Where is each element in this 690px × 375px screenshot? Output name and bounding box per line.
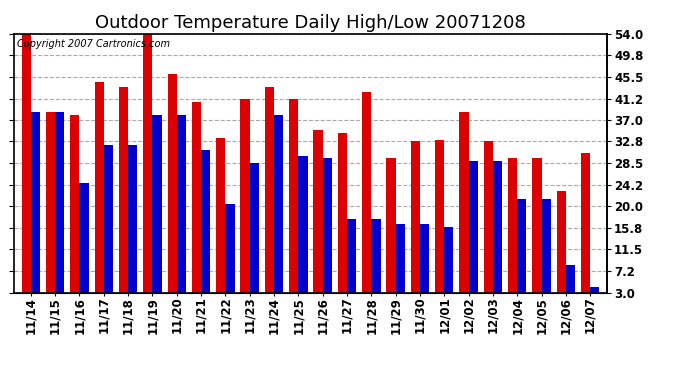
Bar <box>152 115 161 308</box>
Bar <box>274 115 284 308</box>
Bar <box>362 92 371 308</box>
Bar <box>484 141 493 308</box>
Bar <box>337 133 347 308</box>
Bar <box>347 219 356 308</box>
Bar <box>323 158 332 308</box>
Bar <box>95 82 103 308</box>
Bar <box>119 87 128 308</box>
Bar <box>460 112 469 308</box>
Bar <box>395 224 405 308</box>
Bar <box>104 146 113 308</box>
Bar <box>518 199 526 308</box>
Bar <box>168 74 177 308</box>
Bar <box>508 158 518 308</box>
Bar <box>177 115 186 308</box>
Bar <box>289 99 298 308</box>
Bar <box>313 130 323 308</box>
Bar <box>542 199 551 308</box>
Title: Outdoor Temperature Daily High/Low 20071208: Outdoor Temperature Daily High/Low 20071… <box>95 14 526 32</box>
Bar <box>444 226 453 308</box>
Bar <box>21 34 31 308</box>
Bar <box>386 158 395 308</box>
Bar <box>128 146 137 308</box>
Bar <box>201 150 210 308</box>
Bar <box>79 183 89 308</box>
Bar <box>70 115 79 308</box>
Bar <box>216 138 226 308</box>
Bar <box>420 224 429 308</box>
Bar <box>31 112 40 308</box>
Bar <box>55 112 64 308</box>
Bar <box>557 191 566 308</box>
Bar <box>469 160 477 308</box>
Bar <box>298 156 308 308</box>
Bar <box>590 287 600 308</box>
Bar <box>493 160 502 308</box>
Bar <box>566 265 575 308</box>
Bar <box>435 140 444 308</box>
Bar <box>250 163 259 308</box>
Bar <box>265 87 274 308</box>
Bar <box>371 219 381 308</box>
Bar <box>532 158 542 308</box>
Bar <box>411 141 420 308</box>
Text: Copyright 2007 Cartronics.com: Copyright 2007 Cartronics.com <box>17 39 170 49</box>
Bar <box>226 204 235 308</box>
Bar <box>240 99 250 308</box>
Bar <box>46 112 55 308</box>
Bar <box>192 102 201 308</box>
Bar <box>581 153 590 308</box>
Bar <box>144 34 152 308</box>
